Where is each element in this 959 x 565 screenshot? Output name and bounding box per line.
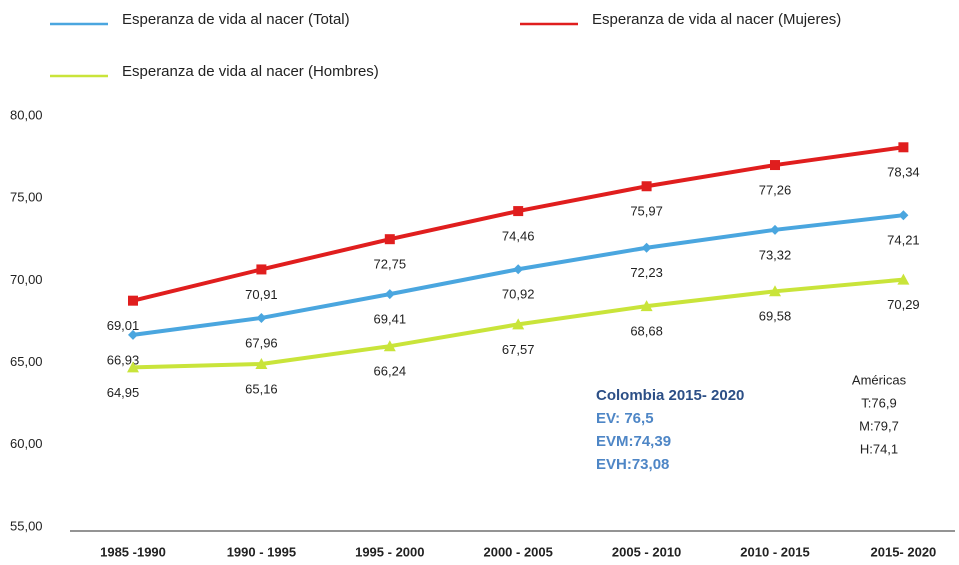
data-label: 66,24 bbox=[374, 364, 407, 379]
marker bbox=[512, 318, 525, 330]
y-tick-label: 60,00 bbox=[10, 436, 43, 451]
legend-label: Esperanza de vida al nacer (Mujeres) bbox=[592, 11, 841, 28]
marker bbox=[383, 340, 396, 352]
marker bbox=[641, 242, 652, 253]
data-label: 69,58 bbox=[759, 309, 792, 324]
annotation: T:76,9 bbox=[861, 395, 896, 410]
marker bbox=[128, 329, 138, 340]
x-tick-label: 1985 -1990 bbox=[100, 544, 166, 559]
x-tick-label: 2010 - 2015 bbox=[740, 544, 809, 559]
annotation: EVM:74,39 bbox=[596, 433, 671, 450]
data-label: 72,75 bbox=[374, 257, 407, 272]
data-label: 66,93 bbox=[107, 352, 140, 367]
x-tick-label: 2005 - 2010 bbox=[612, 544, 681, 559]
data-label: 74,21 bbox=[887, 233, 920, 248]
data-label: 75,97 bbox=[630, 204, 663, 219]
series-line bbox=[132, 145, 904, 303]
x-tick-label: 1990 - 1995 bbox=[227, 544, 296, 559]
data-label: 68,68 bbox=[630, 324, 663, 339]
marker bbox=[770, 160, 780, 171]
data-label: 69,41 bbox=[374, 312, 407, 327]
legend-label: Esperanza de vida al nacer (Hombres) bbox=[122, 63, 379, 80]
y-tick-label: 65,00 bbox=[10, 354, 43, 369]
y-tick-label: 80,00 bbox=[10, 107, 43, 122]
data-label: 67,57 bbox=[502, 342, 535, 357]
y-tick-label: 55,00 bbox=[10, 518, 43, 533]
marker bbox=[256, 264, 267, 275]
marker bbox=[898, 142, 909, 153]
x-tick-label: 2015- 2020 bbox=[871, 544, 937, 559]
marker bbox=[384, 234, 395, 245]
annotation: EV: 76,5 bbox=[596, 410, 654, 427]
marker bbox=[127, 361, 139, 373]
data-label: 72,23 bbox=[630, 265, 663, 280]
data-label: 67,96 bbox=[245, 335, 278, 350]
marker bbox=[513, 206, 524, 217]
annotation: Colombia 2015- 2020 bbox=[596, 387, 744, 404]
x-tick-label: 1995 - 2000 bbox=[355, 544, 424, 559]
marker bbox=[640, 300, 653, 312]
data-label: 70,92 bbox=[502, 287, 535, 302]
data-label: 73,32 bbox=[759, 247, 792, 262]
marker bbox=[770, 224, 780, 235]
data-label: 69,01 bbox=[107, 318, 140, 333]
data-label: 78,34 bbox=[887, 165, 920, 180]
data-label: 70,29 bbox=[887, 297, 920, 312]
marker bbox=[256, 312, 267, 323]
data-label: 65,16 bbox=[245, 381, 278, 396]
y-tick-label: 75,00 bbox=[10, 190, 43, 205]
legend-label: Esperanza de vida al nacer (Total) bbox=[122, 11, 350, 28]
annotation: M:79,7 bbox=[859, 418, 899, 433]
x-tick-label: 2000 - 2005 bbox=[483, 544, 552, 559]
data-label: 74,46 bbox=[502, 229, 535, 244]
marker bbox=[641, 181, 652, 192]
data-label: 70,91 bbox=[245, 287, 278, 302]
annotation: EVH:73,08 bbox=[596, 456, 669, 473]
data-label: 77,26 bbox=[759, 182, 792, 197]
marker bbox=[898, 210, 909, 221]
annotation: Américas bbox=[852, 372, 907, 387]
marker bbox=[128, 295, 138, 306]
marker bbox=[255, 357, 268, 369]
marker bbox=[769, 285, 781, 297]
annotation: H:74,1 bbox=[860, 441, 898, 456]
y-tick-label: 70,00 bbox=[10, 272, 43, 287]
marker bbox=[384, 289, 395, 300]
marker bbox=[897, 273, 910, 285]
marker bbox=[513, 264, 524, 275]
data-label: 64,95 bbox=[107, 385, 140, 400]
